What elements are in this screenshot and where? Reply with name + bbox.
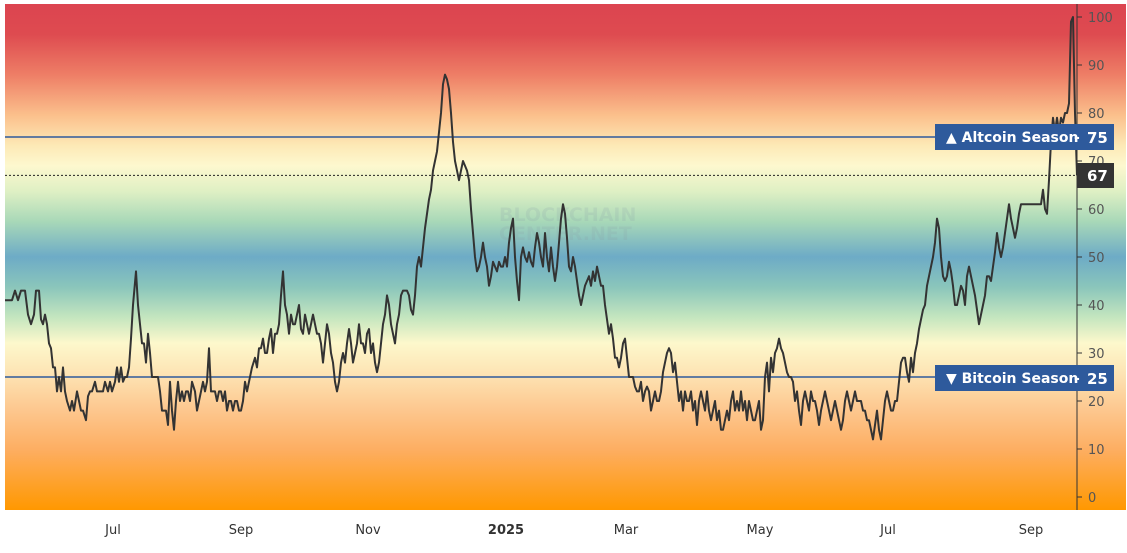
y-tick-label: 30	[1088, 347, 1105, 362]
x-tick-label: Nov	[355, 523, 381, 538]
watermark-line-1: BLOCKCHAIN	[499, 204, 636, 226]
x-tick-label: 2025	[488, 523, 524, 538]
bitcoin-season-badge: ▼ Bitcoin Season - 25	[935, 365, 1114, 391]
bitcoin-season-dash: -	[1074, 371, 1080, 387]
x-tick-label: Jul	[104, 523, 121, 538]
x-tick-label: Jul	[879, 523, 896, 538]
x-axis-labels: Jul Sep Nov 2025 Mar May Jul Sep	[104, 523, 1043, 538]
x-tick-label: Mar	[614, 523, 639, 538]
bitcoin-season-value: 25	[1087, 370, 1108, 388]
x-tick-label: Sep	[1019, 523, 1044, 538]
bitcoin-season-label: ▼ Bitcoin Season	[946, 371, 1078, 387]
x-tick-label: May	[747, 523, 774, 538]
y-tick-label: 0	[1088, 491, 1096, 506]
x-tick-label: Sep	[229, 523, 254, 538]
altcoin-season-dash: -	[1074, 130, 1080, 146]
y-tick-label: 20	[1088, 395, 1105, 410]
reference-lines	[5, 136, 1077, 378]
watermark-line-2: CENTER.NET	[499, 223, 632, 245]
current-value-badge: 67	[1077, 163, 1114, 188]
y-tick-label: 50	[1088, 251, 1105, 266]
watermark: BLOCKCHAIN CENTER.NET	[499, 204, 636, 245]
plot-background	[5, 4, 1126, 510]
current-value-text: 67	[1087, 167, 1108, 185]
y-tick-label: 100	[1088, 11, 1113, 26]
altcoin-season-value: 75	[1087, 129, 1108, 147]
altcoin-index-line	[5, 16, 1078, 441]
y-tick-label: 60	[1088, 203, 1105, 218]
altcoin-season-label: ▲ Altcoin Season	[946, 130, 1078, 146]
y-tick-label: 10	[1088, 443, 1105, 458]
y-tick-label: 80	[1088, 107, 1105, 122]
y-tick-label: 90	[1088, 59, 1105, 74]
altcoin-season-badge: ▲ Altcoin Season - 75	[935, 124, 1114, 150]
y-tick-label: 40	[1088, 299, 1105, 314]
